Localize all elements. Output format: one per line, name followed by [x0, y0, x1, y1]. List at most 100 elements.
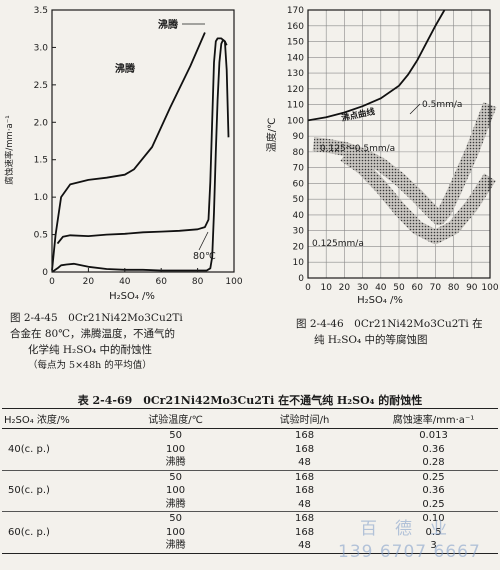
chart2-annotation-boiling-curve: 沸点曲线 [340, 106, 376, 124]
concentration-cell: 50(c. p.) [2, 470, 112, 512]
chart1-ytick-label: 0 [42, 268, 48, 278]
rate-cell: 0.5 [425, 526, 442, 538]
time-cell: 168 [294, 485, 315, 496]
temp-cell: 100 [166, 443, 186, 455]
chart2-band-05 [312, 102, 497, 226]
rate-cell: 0.36 [422, 443, 445, 455]
chart2-ytick-label: 10 [293, 258, 305, 268]
temp-cell: 沸腾 [111, 456, 241, 471]
chart2-ytick-label: 50 [293, 195, 305, 205]
chart2-annotation-0125: 0.125mm/a [312, 239, 364, 249]
table-row: 100 168 0.36 [2, 484, 498, 498]
temp-cell: 50 [169, 471, 182, 483]
temp-cell: 100 [166, 485, 186, 496]
rate-cell: 0.28 [369, 456, 498, 471]
chart1-ytick-label: 0.5 [34, 231, 48, 241]
watermark-text: 百德业 [360, 519, 465, 539]
chart2-ytick-label: 110 [287, 101, 304, 111]
chart2-ytick-label: 80 [293, 148, 305, 158]
chart2-ytick-label: 120 [287, 85, 304, 95]
rate-cell: 0.25 [422, 471, 445, 483]
chart1-ytick-label: 2.5 [34, 81, 48, 91]
chart2-annotation-0125-05: 0.125～0.5mm/a [320, 144, 395, 154]
chart2-xtick-label: 80 [448, 283, 460, 293]
chart1-ytick-label: 2.0 [34, 118, 49, 128]
chart2-ytick-label: 150 [287, 38, 304, 48]
rate-cell: 0.10 [422, 513, 445, 524]
rate-cell: 0.25 [369, 497, 498, 512]
table-row: 沸腾 48 0.25 [2, 497, 498, 512]
chart2-ytick-label: 0 [298, 274, 304, 284]
table-row: 60(c. p.) 50 168 0.10 [2, 511, 498, 554]
rate-cell: 3 [369, 539, 498, 554]
corrosion-rate-chart: 0 0.5 1.0 1.5 2.0 2.5 3.0 3.5 0 20 40 60 80 100 腐蚀速率/… [4, 6, 243, 302]
watermark-phone: 139 6707 6667 [338, 542, 481, 562]
chart1-ytick-label: 1.0 [34, 193, 49, 203]
chart2-ytick-label: 90 [293, 132, 305, 142]
caption-left-line4: （每点为 5×48h 的平均值） [28, 360, 152, 371]
concentration-cell: 60(c. p.) [2, 511, 112, 554]
chart1-series-boiling-a [51, 32, 206, 271]
chart2-annotation-05-leader [409, 103, 421, 115]
time-cell: 168 [294, 430, 315, 441]
caption-left-line2: 合金在 80℃，沸腾温度，不通气的 [10, 328, 175, 340]
header-temperature: 试验温度/℃ [111, 408, 241, 429]
time-cell: 168 [294, 471, 315, 483]
time-cell: 168 [294, 443, 315, 455]
caption-left-line1: 图 2-4-45 0Cr21Ni42Mo3Cu2Ti [10, 312, 183, 324]
table-row: 沸腾 48 3 [2, 539, 498, 554]
chart1-series-80c [51, 39, 228, 273]
chart2-ylabel: 温度/℃ [265, 118, 278, 153]
temp-cell: 50 [169, 513, 182, 524]
chart1-xtick-label: 80 [192, 277, 204, 287]
temp-cell: 50 [169, 430, 182, 441]
time-cell: 48 [240, 539, 370, 554]
time-cell: 48 [240, 456, 370, 471]
header-time: 试验时间/h [240, 408, 370, 429]
watermark: 百德业 139 6707 6667 [300, 514, 500, 570]
temp-cell: 沸腾 [111, 497, 241, 512]
chart1-annotation-80c-leader [198, 231, 209, 251]
chart2-ytick-label: 170 [287, 6, 304, 16]
chart2-ytick-label: 140 [287, 53, 304, 63]
chart2-series-boiling-curve [307, 9, 446, 122]
time-cell: 168 [294, 526, 315, 538]
rate-cell: 0.36 [422, 485, 445, 496]
chart2-xlabel: H₂SO₄ /% [357, 295, 403, 306]
chart1-xlabel: H₂SO₄ /% [109, 291, 155, 302]
chart2-xtick-label: 0 [305, 283, 311, 293]
header-concentration: H₂SO₄ 浓度/% [2, 408, 112, 429]
iso-corrosion-chart: 0 10 20 30 40 50 60 70 80 90 100010203040506070809… [265, 6, 499, 306]
chart2-band-0125 [340, 149, 496, 244]
time-cell: 48 [240, 497, 370, 512]
chart2-xtick-label: 20 [339, 283, 351, 293]
temp-cell: 沸腾 [111, 539, 241, 554]
chart2-ytick-label: 160 [287, 22, 304, 32]
chart2-ytick-label: 20 [293, 242, 305, 252]
chart1-annotation-boiling: 沸腾 [115, 62, 136, 75]
table-row: 50(c. p.) 50 168 0.25 [2, 470, 498, 512]
chart1-series-boiling-b [56, 37, 230, 245]
chart2-ytick-label: 30 [293, 227, 305, 237]
chart1-xtick-label: 0 [49, 277, 55, 287]
chart1-annotation-boiling-top: 沸腾 [158, 18, 179, 31]
chart2-ytick-label: 70 [293, 164, 305, 174]
caption-right-line2: 纯 H₂SO₄ 中的等腐蚀图 [314, 334, 428, 346]
temp-cell: 100 [166, 526, 186, 538]
concentration-cell: 40(c. p.) [2, 428, 112, 471]
table-row: 沸腾 48 0.28 [2, 456, 498, 471]
chart2-xtick-label: 50 [393, 283, 405, 293]
table-row: 40(c. p.) 50 168 0.013 [2, 428, 498, 471]
chart1-ytick-label: 3.5 [34, 6, 48, 16]
chart2-xtick-label: 100 [481, 283, 498, 293]
figure-2-4-45-caption: 图 2-4-45 0Cr21Ni42Mo3Cu2Ti 合金在 80℃，沸腾温度，… [10, 310, 260, 374]
chart1-ytick-label: 3.0 [34, 43, 49, 53]
chart2-ytick-label: 130 [287, 69, 304, 79]
caption-left-line3: 化学纯 H₂SO₄ 中的耐蚀性 [28, 344, 153, 356]
table-title: 表 2-4-69 0Cr21Ni42Mo3Cu2Ti 在不通气纯 H₂SO₄ 的… [77, 394, 423, 407]
chart2-ytick-label: 100 [287, 116, 304, 126]
table-row: 100 168 0.5 [2, 526, 498, 540]
table-row: 100 168 0.36 [2, 443, 498, 457]
rate-cell: 0.013 [419, 430, 448, 441]
